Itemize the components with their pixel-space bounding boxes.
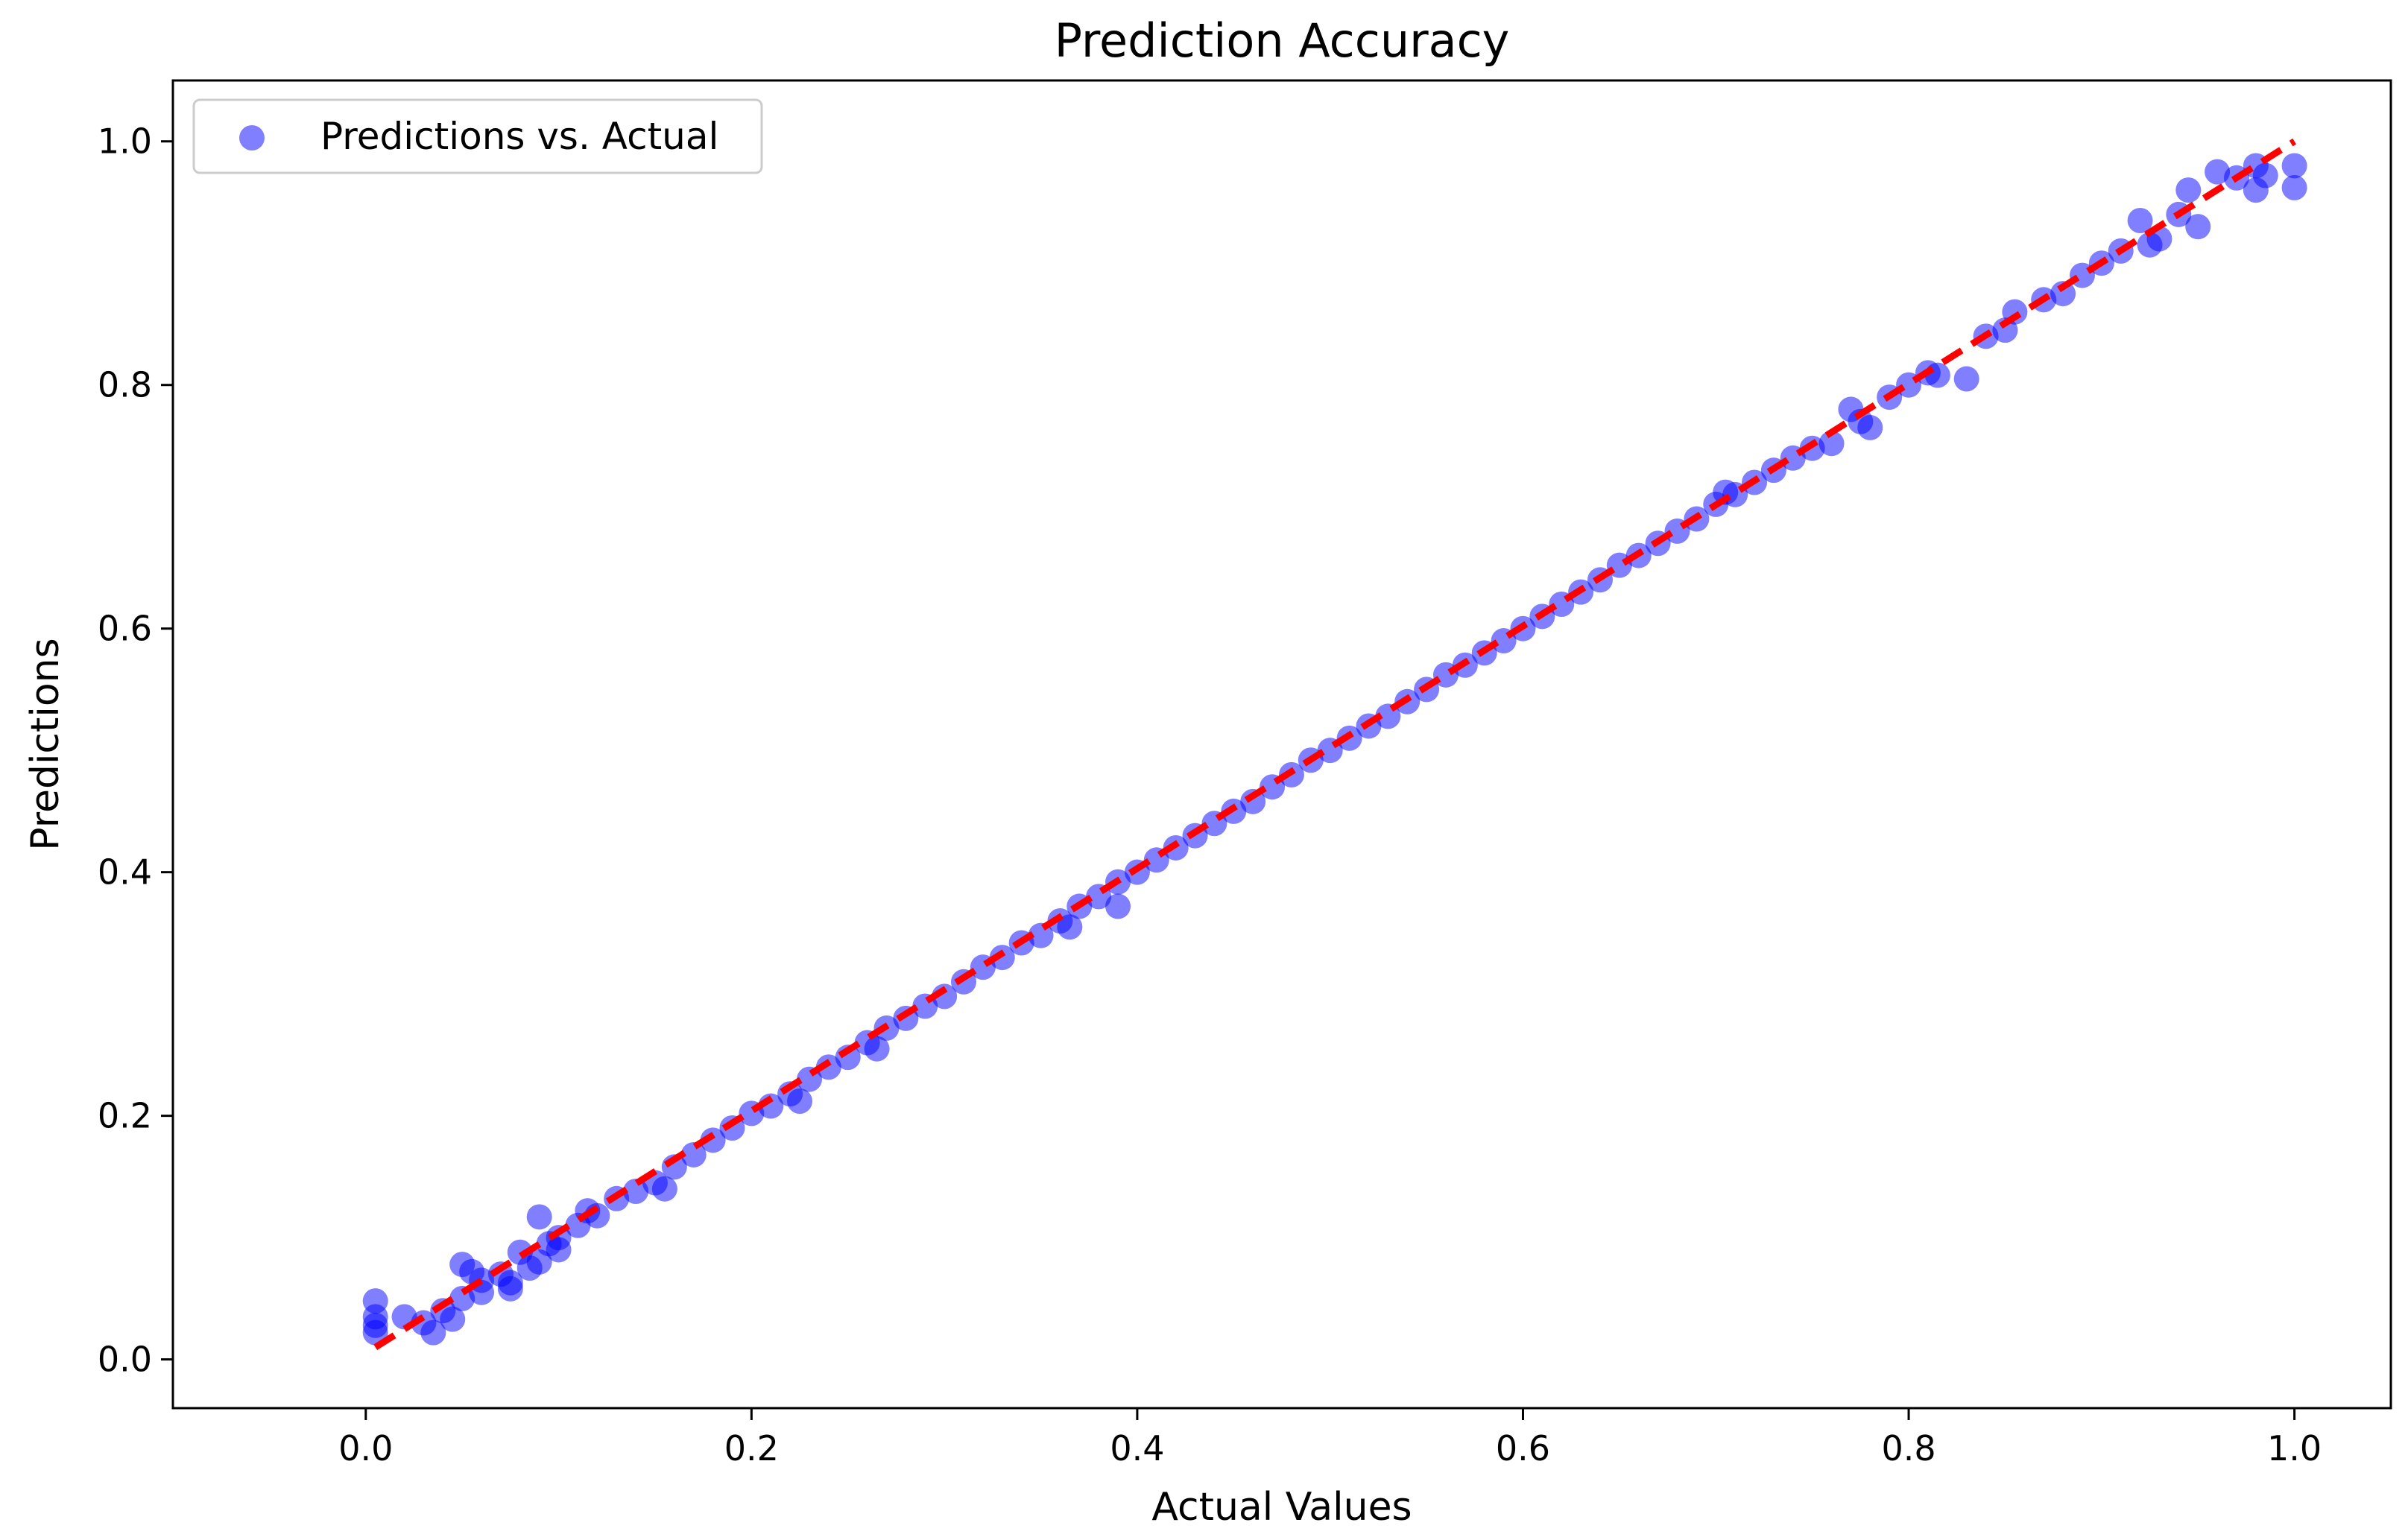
scatter-point [2281, 174, 2307, 200]
x-tick-label: 0.4 [1110, 1428, 1164, 1468]
scatter-point [2252, 162, 2278, 188]
legend-box [192, 98, 763, 174]
scatter-point [700, 1127, 726, 1153]
scatter-point [864, 1036, 890, 1062]
x-tick-label: 1.0 [2267, 1428, 2322, 1468]
scatter-point [1818, 431, 1845, 457]
scatter-point [787, 1089, 813, 1115]
y-tick-label: 1.0 [98, 121, 152, 162]
y-tick-label: 0.2 [98, 1096, 152, 1136]
scatter-point [546, 1237, 572, 1263]
y-axis-label: Predictions [23, 638, 68, 850]
y-axis: 0.0 0.2 0.4 0.6 0.8 1.0 [98, 121, 173, 1380]
legend-marker [239, 125, 265, 150]
scatter-point [2205, 159, 2231, 185]
scatter-point [2127, 208, 2153, 234]
scatter-point [420, 1319, 446, 1346]
scatter-point [2281, 153, 2307, 179]
scatter-point [1057, 914, 1083, 940]
x-tick-label: 0.0 [338, 1428, 393, 1468]
plot-area-frame [171, 79, 2392, 1410]
scatter-point [1028, 922, 1054, 948]
x-tick-label: 0.6 [1496, 1428, 1550, 1468]
y-tick-label: 0.6 [98, 609, 152, 649]
identity-reference-line [373, 138, 2297, 1351]
scatter-point [440, 1306, 466, 1332]
scatter-point [1953, 366, 1979, 392]
x-axis: 0.0 0.2 0.4 0.6 0.8 1.0 [338, 1408, 2322, 1468]
legend: Predictions vs. Actual [192, 98, 763, 174]
x-tick-label: 0.8 [1881, 1428, 1935, 1468]
scatter-point [2175, 177, 2202, 203]
scatter-point [1799, 435, 1825, 461]
scatter-point [2185, 214, 2211, 240]
scatter-point [989, 945, 1015, 971]
scatter-point [1105, 893, 1131, 919]
chart-title: Prediction Accuracy [1055, 13, 1510, 68]
scatter-point [1924, 362, 1950, 388]
scatter-point [2050, 281, 2076, 307]
scatter-point [362, 1312, 388, 1338]
x-axis-label: Actual Values [1151, 1485, 1412, 1530]
scatter-point [680, 1141, 707, 1167]
scatter-point [651, 1176, 677, 1202]
y-tick-label: 0.4 [98, 852, 152, 893]
y-tick-label: 0.8 [98, 365, 152, 405]
scatter-point [815, 1054, 841, 1080]
y-tick-label: 0.0 [98, 1340, 152, 1380]
scatter-point [1857, 414, 1883, 440]
x-tick-label: 0.2 [724, 1428, 779, 1468]
scatter-point [497, 1276, 523, 1302]
scatter-point [623, 1178, 649, 1204]
legend-label: Predictions vs. Actual [320, 115, 718, 158]
scatter-point [526, 1204, 552, 1230]
scatter-points [362, 153, 2307, 1346]
